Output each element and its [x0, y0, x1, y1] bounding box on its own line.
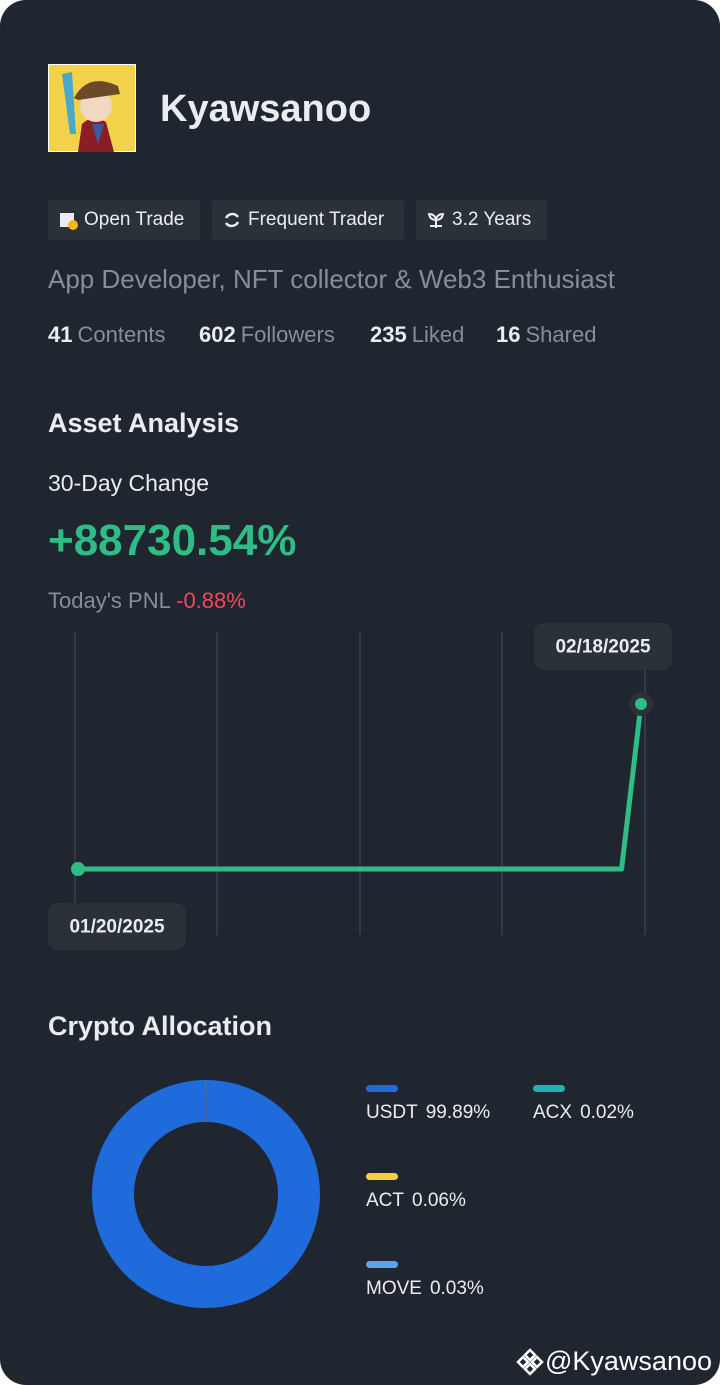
- point: [71, 862, 85, 876]
- legend-name: MOVE: [366, 1278, 422, 1299]
- stat-value: 602: [199, 322, 236, 347]
- change-label: 30-Day Change: [48, 470, 210, 496]
- stat-value: 235: [370, 322, 407, 347]
- legend-name: ACX: [533, 1102, 572, 1123]
- grid: [74, 632, 646, 935]
- date-label: 01/20/2025: [69, 917, 165, 938]
- legend-swatch: [366, 1173, 398, 1180]
- watermark: @Kyawsanoo: [515, 1346, 712, 1377]
- stat: 235 Liked: [370, 322, 464, 348]
- legend-entry: USDT 99.89%: [366, 1102, 490, 1123]
- legend-value: 0.03%: [430, 1278, 484, 1299]
- legend-value: 0.06%: [412, 1190, 466, 1211]
- legend-entry: ACT 0.06%: [366, 1190, 466, 1211]
- tag-label: 3.2 Years: [452, 209, 532, 230]
- legend-name: ACT: [366, 1190, 404, 1211]
- date-bubble: [534, 623, 672, 670]
- legend-swatch: [366, 1261, 398, 1268]
- stat-label: Followers: [240, 322, 335, 347]
- tag: 3.2 Years: [416, 200, 547, 240]
- legend-entry: MOVE 0.03%: [366, 1278, 484, 1299]
- legend-entry: ACX 0.02%: [533, 1102, 634, 1123]
- username: Kyawsanoo: [160, 88, 372, 130]
- avatar: [48, 64, 136, 152]
- stat-label: Liked: [411, 322, 465, 347]
- bio: App Developer, NFT collector & Web3 Enth…: [48, 264, 615, 294]
- point: [635, 698, 647, 710]
- legend-swatch: [533, 1085, 565, 1092]
- stat-value: 16: [496, 322, 521, 347]
- section-title: Asset Analysis: [48, 408, 240, 438]
- section-title: Crypto Allocation: [48, 1011, 272, 1041]
- stat-value: 41: [48, 322, 73, 347]
- tag-icon: [60, 213, 78, 230]
- date-label: 02/18/2025: [555, 637, 651, 658]
- stat: 16 Shared: [496, 322, 596, 348]
- tag-label: Open Trade: [84, 209, 185, 230]
- pnl-label: Today's PNL: [48, 588, 170, 613]
- tag: Open Trade: [48, 200, 200, 240]
- tag: Frequent Trader: [212, 200, 404, 240]
- legend-value: 99.89%: [426, 1102, 491, 1123]
- pnl: Today's PNL -0.88%: [48, 588, 246, 614]
- legend-swatch: [366, 1085, 398, 1092]
- pnl-value: -0.88%: [176, 588, 246, 613]
- watermark-text: @Kyawsanoo: [545, 1346, 712, 1376]
- slice: [91, 1080, 320, 1308]
- logo: [516, 1347, 544, 1376]
- tag-icon: [224, 212, 240, 228]
- legend-value: 0.02%: [580, 1102, 634, 1123]
- line: [75, 701, 644, 872]
- legend-name: USDT: [366, 1102, 418, 1123]
- stat-label: Contents: [77, 322, 166, 347]
- tag-label: Frequent Trader: [248, 209, 385, 230]
- date-bubble: [48, 903, 186, 950]
- stat-label: Shared: [525, 322, 597, 347]
- stat: 602 Followers: [199, 322, 335, 348]
- tag-icon: [427, 212, 445, 228]
- stat: 41 Contents: [48, 322, 166, 348]
- change-value: +88730.54%: [48, 516, 297, 565]
